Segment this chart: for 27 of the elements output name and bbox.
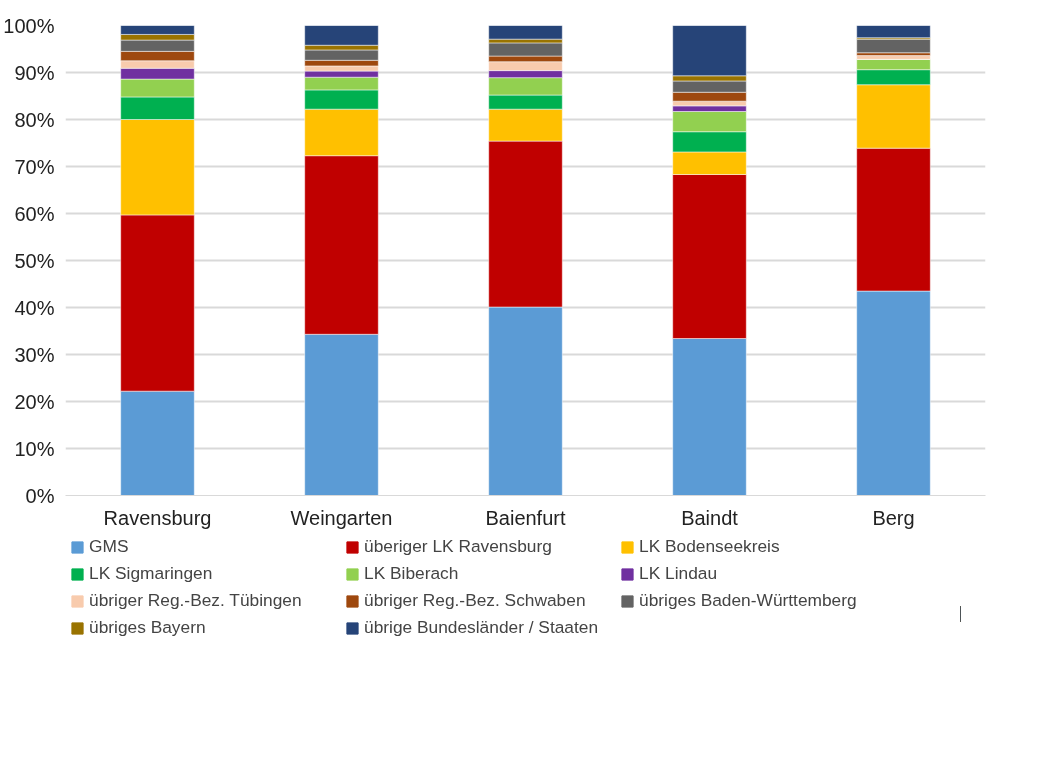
legend-label: LK Lindau — [639, 563, 719, 584]
legend-label: übriges Baden-Württemberg — [639, 590, 858, 611]
legend-label: LK Biberach — [364, 563, 460, 584]
x-tick-label: Weingarten — [290, 506, 393, 529]
legend-label: LK Bodenseekreis — [639, 536, 781, 557]
y-tick-label: 90% — [14, 61, 55, 84]
y-tick-label: 0% — [25, 484, 55, 507]
y-tick-label: 50% — [14, 249, 55, 272]
y-tick-label: 20% — [14, 390, 55, 413]
y-tick-label: 100% — [3, 14, 55, 37]
legend-label: übriges Bayern — [89, 617, 207, 638]
y-tick-label: 10% — [14, 437, 55, 460]
legend-label: überiger LK Ravensburg — [364, 536, 553, 557]
x-tick-label: Berg — [872, 506, 915, 529]
y-tick-label: 30% — [14, 343, 55, 366]
x-tick-label: Baindt — [681, 506, 739, 529]
legend-label: LK Sigmaringen — [89, 563, 214, 584]
x-tick-label: Baienfurt — [485, 506, 566, 529]
y-tick-label: 80% — [14, 108, 55, 131]
y-tick-label: 70% — [14, 155, 55, 178]
y-tick-label: 40% — [14, 296, 55, 319]
legend-label: übrige Bundesländer / Staaten — [364, 617, 600, 638]
x-tick-label: Ravensburg — [103, 506, 212, 529]
legend-label: übriger Reg.-Bez. Tübingen — [89, 590, 303, 611]
legend-label: GMS — [89, 536, 130, 557]
legend-label: übriger Reg.-Bez. Schwaben — [364, 590, 587, 611]
y-tick-label: 60% — [14, 202, 55, 225]
